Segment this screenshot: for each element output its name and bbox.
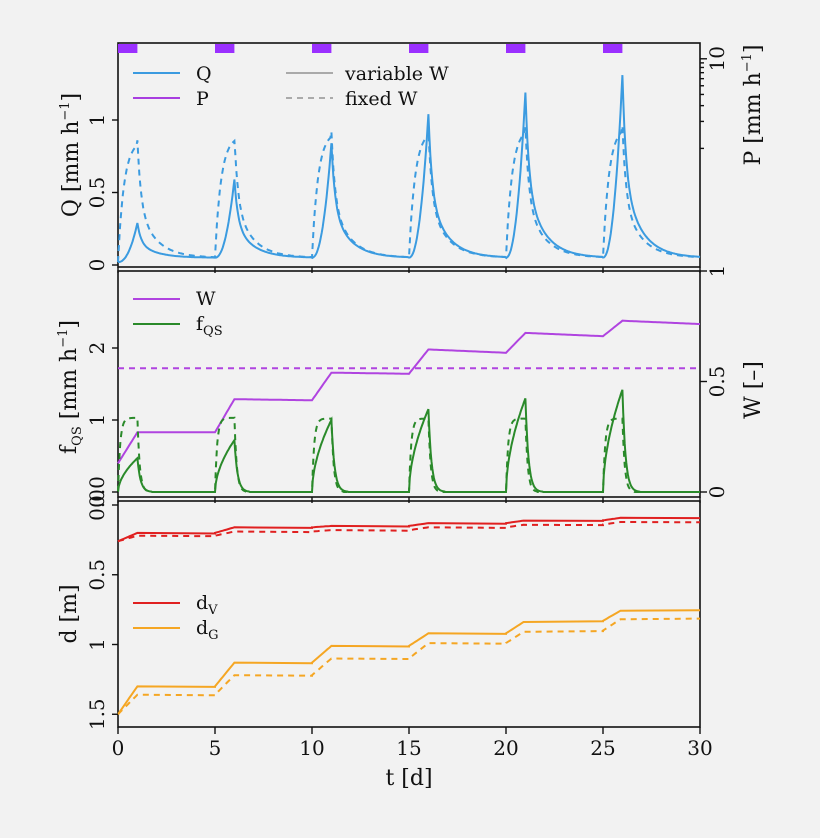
middle-right-axis-label: W [–] (741, 361, 766, 419)
x-tick-label-6: 30 (687, 736, 712, 760)
rain-bar-4 (409, 44, 429, 53)
bottom-legend: dV dG (133, 592, 219, 643)
x-tick-label-2: 10 (299, 736, 324, 760)
bottom-axis-label: d [m] (57, 584, 82, 643)
mid-left-tick-label-1: 1 (85, 414, 109, 427)
legend-variable-label: variable W (344, 63, 449, 85)
rain-bar-5 (506, 44, 526, 53)
rain-bar-3 (312, 44, 332, 53)
legend-fQS-label: fQS (196, 313, 223, 339)
rain-bar-2 (215, 44, 235, 53)
middle-left-axis-label: fQS [mm h−1] (56, 320, 85, 454)
W-variable-line (117, 319, 700, 464)
x-axis-label: t [d] (385, 766, 432, 791)
top-right-axis-label: P [mm h−1] (740, 44, 766, 165)
x-tick-label-3: 15 (396, 736, 421, 760)
fQS-fixed-line (117, 416, 700, 493)
mid-left-tick-label-0: 0.0 (85, 476, 109, 508)
legend-dG-label: dG (196, 617, 219, 643)
bot-left-tick-label-2: 1 (85, 638, 109, 651)
top-left-tick-label-2: 1 (85, 114, 109, 127)
mid-right-tick-label-0: 0 (705, 486, 729, 499)
mid-left-tick-label-2: 2 (85, 342, 109, 355)
top-right-tick-label-0: 10 (705, 46, 729, 71)
x-tick-label-4: 20 (493, 736, 518, 760)
legend-P-label: P (196, 88, 209, 110)
dG-fixed-line (117, 617, 701, 715)
bottom-panel-series (117, 516, 701, 715)
dV-fixed-line (117, 520, 701, 543)
legend-W-label: W (196, 288, 216, 310)
rain-bar-6 (603, 44, 623, 53)
x-tick-label-1: 5 (209, 736, 222, 760)
top-left-tick-label-0: 0 (85, 259, 109, 272)
dG-variable-line (117, 609, 701, 715)
legend-Q-label: Q (196, 63, 212, 85)
dV-variable-line (117, 516, 701, 543)
top-left-axis-label: Q [mm h−1] (58, 93, 84, 217)
legend-fixed-label: fixed W (345, 88, 418, 110)
mid-right-tick-label-2: 1 (705, 265, 729, 278)
bot-left-tick-label-0: 0.0 (85, 489, 109, 521)
top-panel-series (117, 44, 701, 264)
Q-fixed-line (117, 125, 701, 263)
bottom-panel-frame (117, 500, 701, 728)
middle-panel-series (117, 319, 700, 493)
legend-dV-label: dV (196, 592, 218, 618)
rain-bar-1 (118, 44, 138, 53)
bot-left-tick-label-3: 1.5 (85, 698, 109, 730)
top-legend: Q P variable W fixed W (133, 63, 449, 110)
bot-left-tick-label-1: 0.5 (85, 559, 109, 591)
middle-legend: W fQS (133, 288, 223, 339)
x-tick-label-5: 25 (590, 736, 615, 760)
mid-right-tick-label-1: 0.5 (705, 366, 729, 398)
top-left-tick-label-1: 0.5 (85, 177, 109, 209)
x-tick-label-0: 0 (112, 736, 125, 760)
